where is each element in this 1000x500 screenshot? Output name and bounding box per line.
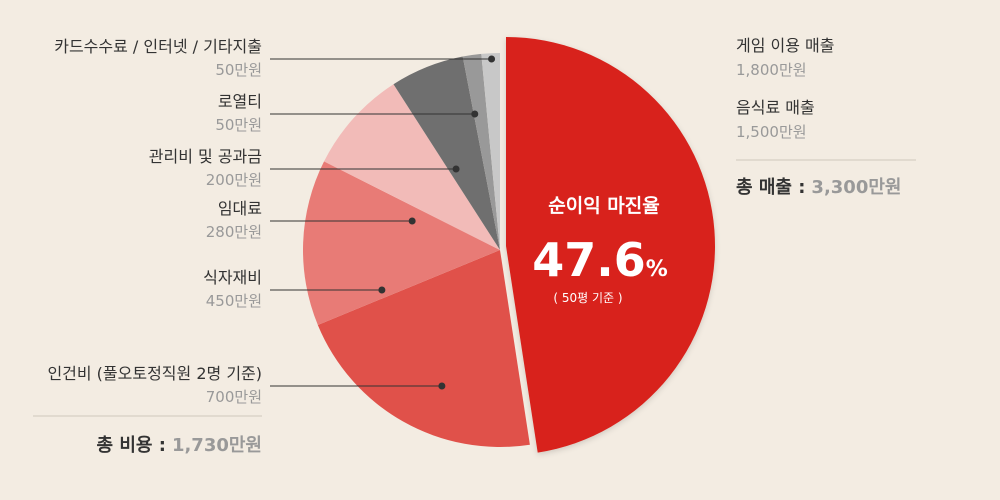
cost-total-panel: 총 비용 : 1,730만원 xyxy=(33,415,262,456)
cost-item-value: 700만원 xyxy=(206,388,262,406)
cost-item-value: 200만원 xyxy=(206,171,262,189)
revenue-item-label: 게임 이용 매출 xyxy=(736,36,835,55)
center-percentage: 47.6% xyxy=(532,233,668,287)
cost-item-value: 280만원 xyxy=(206,223,262,241)
leader-dot xyxy=(438,382,446,390)
cost-item-label: 임대료 xyxy=(218,199,262,218)
total-revenue: 총 매출 : 3,300만원 xyxy=(736,177,901,198)
leader-dot xyxy=(452,165,460,173)
cost-item-label: 인건비 (풀오토정직원 2명 기준) xyxy=(47,364,262,383)
pie-slice xyxy=(393,56,500,251)
cost-item-label: 식자재비 xyxy=(203,268,262,287)
total-cost-lead: 총 비용 : xyxy=(97,435,166,456)
pie-slice xyxy=(462,53,500,251)
leader-lines xyxy=(270,55,496,390)
pie-slice-net-margin xyxy=(506,37,715,453)
center-annotation: 순이익 마진율 47.6% ( 50평 기준 ) xyxy=(532,195,668,305)
revenue-panel: 게임 이용 매출 1,800만원 음식료 매출 1,500만원 총 매출 : 3,… xyxy=(736,36,916,198)
cost-item-value: 450만원 xyxy=(206,292,262,310)
revenue-item-label: 음식료 매출 xyxy=(736,98,815,117)
pie-slice xyxy=(324,84,500,250)
pie-slice xyxy=(317,250,530,447)
leader-dot xyxy=(378,286,386,294)
leader-dot xyxy=(488,55,496,63)
leader-dot xyxy=(471,110,479,118)
cost-item-label: 카드수수료 / 인터넷 / 기타지출 xyxy=(54,37,262,56)
revenue-item-value: 1,800만원 xyxy=(736,61,807,79)
center-title: 순이익 마진율 xyxy=(548,195,660,217)
pie-slices xyxy=(303,37,715,453)
center-pct-unit: % xyxy=(646,257,668,282)
cost-item-value: 50만원 xyxy=(215,61,262,79)
total-revenue-value: 3,300만원 xyxy=(811,177,901,198)
total-revenue-lead: 총 매출 : xyxy=(736,177,805,198)
center-note: ( 50평 기준 ) xyxy=(553,291,622,305)
pie-slice xyxy=(481,53,500,250)
cost-item-label: 로열티 xyxy=(218,92,262,111)
leader-dot xyxy=(408,217,416,225)
center-pct-value: 47.6 xyxy=(532,233,646,287)
total-cost: 총 비용 : 1,730만원 xyxy=(97,435,262,456)
revenue-item-value: 1,500만원 xyxy=(736,123,807,141)
cost-item-label: 관리비 및 공과금 xyxy=(149,147,262,166)
total-cost-value: 1,730만원 xyxy=(172,435,262,456)
pie-slice xyxy=(303,161,500,325)
cost-item-value: 50만원 xyxy=(215,116,262,134)
